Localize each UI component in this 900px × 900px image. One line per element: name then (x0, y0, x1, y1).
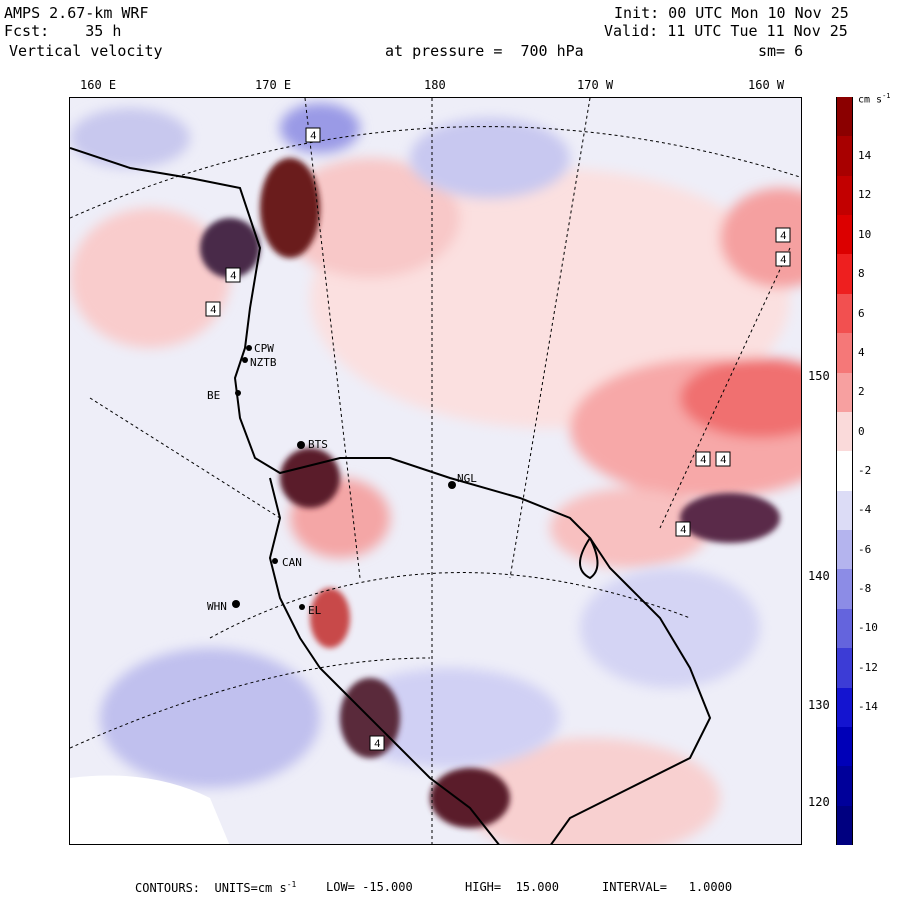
coastal-mountain-features (200, 158, 780, 828)
colorbar-label: 8 (858, 267, 865, 281)
lon-tick-170e: 170 E (255, 78, 292, 92)
station-label-can: CAN (282, 556, 302, 569)
station-label-nztb: NZTB (250, 356, 277, 369)
valid-time: Valid: 11 UTC Tue 11 Nov 25 (604, 22, 848, 40)
lon-tick-160w: 160 W (748, 78, 785, 92)
pressure-level: at pressure = 700 hPa (385, 42, 584, 60)
svg-text:4: 4 (230, 271, 237, 283)
footer-low: LOW= -15.000 (326, 880, 413, 894)
colorbar-swatch (836, 136, 853, 177)
colorbar-label: 4 (858, 345, 865, 359)
forecast-hour: Fcst: 35 h (4, 22, 122, 40)
lon-tick-180: 180 (424, 78, 446, 92)
station-label-el: EL (308, 604, 322, 617)
svg-text:4: 4 (700, 455, 707, 467)
svg-text:4: 4 (780, 255, 787, 267)
colorbar-label: 2 (858, 385, 865, 399)
colorbar-swatch (836, 215, 853, 255)
svg-text:4: 4 (374, 739, 381, 751)
colorbar-label: -6 (858, 542, 872, 556)
lon-tick-170w: 170 W (577, 78, 614, 92)
colorbar-swatch (836, 254, 853, 295)
station-label-ngl: NGL (457, 472, 477, 485)
colorbar-label: 14 (858, 149, 872, 163)
colorbar-swatch (836, 569, 853, 610)
positive-velocity-field (70, 158, 801, 844)
model-title: AMPS 2.67-km WRF (4, 4, 149, 22)
station-label-cpw: CPW (254, 342, 274, 355)
colorbar-swatch (836, 490, 853, 531)
station-markers (232, 345, 456, 610)
colorbar-label: -8 (858, 582, 872, 596)
smoothing: sm= 6 (758, 42, 804, 60)
max-markers: 4 4 4 4 4 4 4 4 4 (205, 127, 791, 751)
colorbar-label: 0 (858, 424, 865, 438)
coastline (70, 147, 712, 844)
colorbar-swatch (836, 372, 853, 413)
colorbar-label: -2 (858, 464, 872, 477)
colorbar-label: -12 (858, 660, 878, 674)
colorbar-units: cm s-1 (858, 92, 891, 106)
colorbar-swatch (836, 451, 853, 492)
ice-shelf-region (70, 775, 230, 844)
colorbar-swatch (836, 766, 853, 807)
colorbar-swatch (836, 687, 853, 728)
init-time: Init: 00 UTC Mon 10 Nov 25 (614, 4, 849, 22)
footer-contours: CONTOURS: UNITS=cm s-1 (135, 880, 297, 895)
colorbar-label: -14 (858, 700, 878, 714)
svg-text:4: 4 (210, 305, 217, 317)
colorbar-swatch (836, 805, 853, 846)
footer-high: HIGH= 15.000 (465, 880, 559, 894)
colorbar-label: 6 (858, 306, 865, 320)
lon-tick-160e: 160 E (80, 78, 117, 92)
colorbar-swatch (836, 333, 853, 374)
footer-interval: INTERVAL= 1.0000 (602, 880, 733, 894)
colorbar-swatch (836, 293, 853, 334)
colorbar-swatch (836, 411, 853, 452)
colorbar-swatch (836, 175, 853, 216)
colorbar-swatch (836, 530, 853, 570)
svg-text:4: 4 (720, 455, 727, 467)
vertical-velocity-map: 4 4 4 4 4 4 4 4 4 (69, 97, 802, 845)
negative-velocity-field (70, 103, 760, 788)
colorbar-swatch (836, 648, 853, 689)
colorbar-swatch (836, 726, 853, 767)
station-label-be: BE (207, 389, 221, 402)
colorbar-label: 10 (858, 227, 872, 241)
station-label-bts: BTS (308, 438, 328, 451)
colorbar-label: -4 (858, 503, 872, 517)
colorbar-swatch (836, 97, 853, 137)
svg-text:4: 4 (680, 525, 687, 537)
field-name: Vertical velocity (9, 42, 163, 60)
svg-text:4: 4 (780, 231, 787, 243)
map-canvas: 4 4 4 4 4 4 4 4 4 (70, 98, 801, 844)
colorbar-label: 12 (858, 188, 872, 202)
station-label-whn: WHN (207, 600, 227, 613)
colorbar-label: -10 (858, 621, 878, 635)
svg-text:4: 4 (310, 131, 317, 143)
colorbar-swatch (836, 608, 853, 649)
